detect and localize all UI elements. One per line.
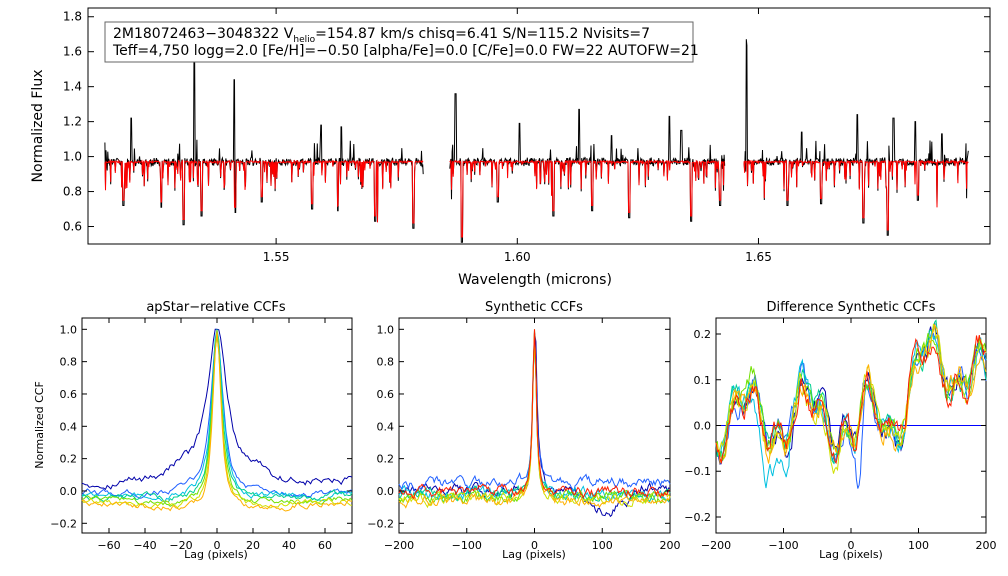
apstar-xlabel: Lag (pixels) <box>184 548 248 561</box>
spectrum-ytick-label: 1.4 <box>63 80 82 94</box>
synthetic-ytick-label: 1.0 <box>377 323 395 336</box>
difference-ticks: −200 −100 0 100 200 −0.2 −0.1 0.0 0.1 0.2 <box>684 318 997 552</box>
spectrum-ytick-label: 1.2 <box>63 115 82 129</box>
difference-xtick-label: 0 <box>848 539 855 552</box>
apstar-xtick-label: 0 <box>214 539 221 552</box>
synthetic-ytick-label: −0.2 <box>367 517 394 530</box>
synthetic-ytick-label: 0.2 <box>377 453 395 466</box>
synthetic-ticks: −200 −100 0 100 200 −0.2 0.0 0.2 0.4 0.6 0.8 1.0 <box>367 318 681 552</box>
observed-spectrum-chip-1 <box>104 47 424 229</box>
apstar-xtick-label: 40 <box>282 539 296 552</box>
spectrum-xtick-label: 1.65 <box>745 250 772 264</box>
synthetic-xtick-label: 100 <box>592 539 613 552</box>
spectrum-ytick-label: 0.6 <box>63 220 82 234</box>
spectrum-lines <box>104 39 969 243</box>
apstar-ccf-visit7 <box>81 332 353 512</box>
difference-title: Difference Synthetic CCFs <box>766 300 935 315</box>
apstar-xtick-label: −60 <box>97 539 120 552</box>
apstar-ccf-visit3 <box>81 329 353 503</box>
apstar-ytick-label: 0.4 <box>60 420 78 433</box>
synthetic-ccf-visit5 <box>398 332 671 505</box>
apstar-ytick-label: 1.0 <box>60 323 78 336</box>
difference-ytick-label: −0.1 <box>684 465 711 478</box>
synthetic-ccf-visit2 <box>398 332 671 494</box>
synthetic-xtick-label: 200 <box>660 539 681 552</box>
spectrum-ytick-label: 1.8 <box>63 10 82 24</box>
synthetic-ytick-label: 0.6 <box>377 388 395 401</box>
synthetic-ccf-visit4 <box>398 335 671 504</box>
apstar-xtick-label: −40 <box>133 539 156 552</box>
synthetic-xtick-label: −200 <box>384 539 414 552</box>
apstar-lines <box>81 328 353 512</box>
apstar-xtick-label: 20 <box>246 539 260 552</box>
difference-xtick-label: 200 <box>976 539 997 552</box>
difference-ccf-visit7 <box>715 323 987 465</box>
synthetic-xtick-label: 0 <box>531 539 538 552</box>
apstar-ytick-label: 0.2 <box>60 453 78 466</box>
spectrum-axes-frame <box>87 7 991 245</box>
difference-xtick-label: −100 <box>768 539 798 552</box>
apstar-ccf-visit5 <box>81 335 353 507</box>
difference-ytick-label: 0.2 <box>694 328 712 341</box>
synthetic-xlabel: Lag (pixels) <box>502 548 566 561</box>
difference-ytick-label: 0.1 <box>694 374 712 387</box>
difference-ccf-visit2 <box>715 331 987 489</box>
synthetic-spectrum-chip-3 <box>743 159 969 231</box>
apstar-ylabel: Normalized CCF <box>33 381 46 469</box>
apstar-xtick-label: 60 <box>318 539 332 552</box>
spectrum-ytick-label: 0.8 <box>63 185 82 199</box>
difference-ccf-panel: Difference Synthetic CCFs −200 −100 0 100 20… <box>684 300 996 561</box>
spectrum-xtick-label: 1.55 <box>263 250 290 264</box>
apstar-ccf-visit2 <box>81 331 353 499</box>
apstar-title: apStar−relative CCFs <box>146 300 286 315</box>
difference-ytick-label: 0.0 <box>694 420 712 433</box>
synthetic-ytick-label: 0.8 <box>377 356 395 369</box>
synthetic-ccf-combined <box>398 329 671 500</box>
spectrum-panel: 1.55 1.60 1.65 0.6 0.8 1.0 1.2 1.4 1.6 1.8 2M1807… <box>30 7 991 288</box>
difference-ccf-visit6 <box>715 323 987 474</box>
difference-ccf-combined <box>715 335 987 465</box>
apstar-ticks: −60 −40 −20 0 20 40 60 −0.2 0.0 0.2 0.4 0.6 0.8 1.0 <box>50 318 352 552</box>
spectrum-xlabel: Wavelength (microns) <box>458 272 612 288</box>
info-line-1: 2M18072463−3048322 Vhelio=154.87 km/s ch… <box>113 26 650 45</box>
spectrum-ytick-label: 1.6 <box>63 45 82 59</box>
observed-spectrum-chip-3 <box>743 39 969 236</box>
synthetic-spectrum-chip-1 <box>104 159 424 224</box>
spectrum-info-box <box>104 21 694 63</box>
apstar-ccf-visit4 <box>81 329 353 503</box>
difference-xtick-label: −200 <box>701 539 731 552</box>
apstar-ytick-label: 0.6 <box>60 388 78 401</box>
synthetic-xtick-label: −100 <box>452 539 482 552</box>
apstar-ccf-panel: apStar−relative CCFs −60 −40 −20 0 20 40 60 −0.… <box>33 300 353 561</box>
apstar-ccf-visit1 <box>81 328 353 491</box>
difference-ccf-visit3 <box>715 330 987 489</box>
spectrum-ticks: 1.55 1.60 1.65 0.6 0.8 1.0 1.2 1.4 1.6 1.8 <box>63 8 990 264</box>
synthetic-ccf-panel: Synthetic CCFs −200 −100 0 100 200 −0.2 0.0 0.2… <box>367 300 680 561</box>
difference-lines <box>715 319 987 489</box>
apstar-ccf-visit6 <box>81 330 353 509</box>
apstar-ytick-label: 0.0 <box>60 485 78 498</box>
spectrum-ytick-label: 1.0 <box>63 150 82 164</box>
synthetic-title: Synthetic CCFs <box>485 300 583 315</box>
difference-xlabel: Lag (pixels) <box>819 548 883 561</box>
apstar-ytick-label: 0.8 <box>60 356 78 369</box>
observed-spectrum-chip-2 <box>449 93 726 243</box>
spectrum-ylabel: Normalized Flux <box>30 70 46 183</box>
synthetic-ytick-label: 0.0 <box>377 485 395 498</box>
apstar-xtick-label: −20 <box>169 539 192 552</box>
info-line-2: Teff=4,750 logg=2.0 [Fe/H]=−0.50 [alpha/… <box>112 43 699 59</box>
synthetic-lines <box>398 329 671 518</box>
synthetic-ytick-label: 0.4 <box>377 420 395 433</box>
difference-xtick-label: 100 <box>908 539 929 552</box>
difference-ytick-label: −0.2 <box>684 511 711 524</box>
spectrum-xtick-label: 1.60 <box>504 250 531 264</box>
synthetic-spectrum-chip-2 <box>449 158 725 238</box>
synthetic-ccf-visit3 <box>398 329 671 503</box>
apstar-ytick-label: −0.2 <box>50 517 77 530</box>
